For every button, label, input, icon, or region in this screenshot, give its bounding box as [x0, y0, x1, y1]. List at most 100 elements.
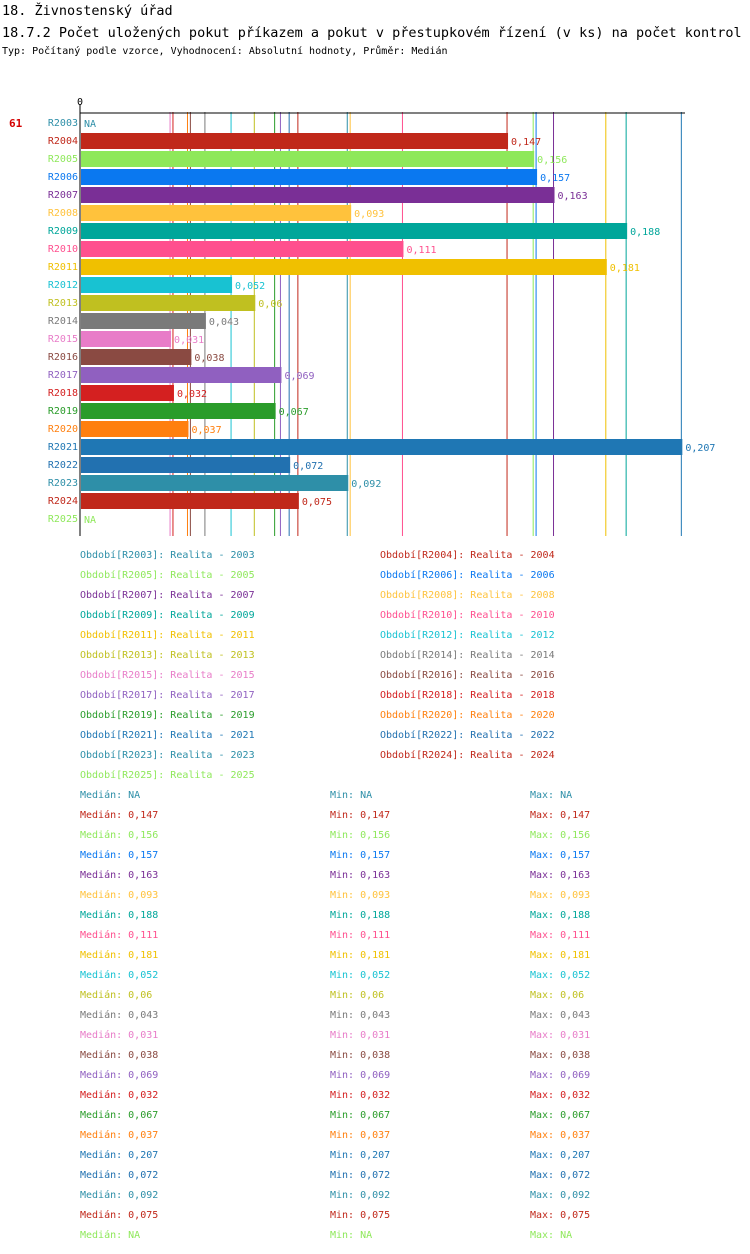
stat-median: Medián: 0,207 — [80, 1150, 159, 1161]
legend-item: Období[R2021]: Realita - 2021 — [80, 730, 255, 741]
category-label: R2005 — [48, 154, 78, 165]
stat-median: Medián: 0,181 — [80, 950, 159, 961]
data-label: 0,075 — [302, 497, 332, 508]
stat-min: Min: 0,052 — [330, 970, 391, 981]
category-label: R2010 — [48, 244, 78, 255]
data-label: 0,188 — [630, 227, 660, 238]
data-label: 0,207 — [685, 443, 715, 454]
data-label: 0,147 — [511, 137, 541, 148]
stat-median: Medián: 0,147 — [80, 810, 159, 821]
stat-max: Max: 0,052 — [530, 970, 591, 981]
stat-max: Max: 0,092 — [530, 1190, 591, 1201]
category-label: R2021 — [48, 442, 78, 453]
category-label: R2003 — [48, 118, 78, 129]
stat-median: Medián: NA — [80, 1230, 141, 1241]
data-label: 0,052 — [235, 281, 265, 292]
data-label: 0,031 — [174, 335, 204, 346]
legend-item: Období[R2022]: Realita - 2022 — [380, 730, 555, 741]
legend-item: Období[R2025]: Realita - 2025 — [80, 770, 255, 781]
stat-median: Medián: 0,163 — [80, 870, 159, 881]
stat-median: Medián: NA — [80, 790, 141, 801]
stat-min: Min: 0,092 — [330, 1190, 391, 1201]
stat-min: Min: 0,075 — [330, 1210, 391, 1221]
stat-min: Min: 0,157 — [330, 850, 391, 861]
stat-max: Max: 0,147 — [530, 810, 591, 821]
data-label: 0,072 — [293, 461, 323, 472]
data-label: 0,093 — [354, 209, 384, 220]
stat-min: Min: 0,188 — [330, 910, 391, 921]
bar — [81, 421, 189, 437]
report-heading: 18. Živnostenský úřad 18.7.2 Počet ulože… — [2, 0, 748, 59]
data-label: 0,038 — [194, 353, 224, 364]
legend-item: Období[R2006]: Realita - 2006 — [380, 570, 555, 581]
category-label: R2023 — [48, 478, 78, 489]
stat-min: Min: 0,181 — [330, 950, 391, 961]
bar — [81, 439, 683, 455]
stat-max: Max: 0,032 — [530, 1090, 591, 1101]
category-label: R2015 — [48, 334, 78, 345]
legend-item: Období[R2019]: Realita - 2019 — [80, 710, 255, 721]
bar — [81, 313, 206, 329]
stat-max: Max: 0,038 — [530, 1050, 591, 1061]
stat-median: Medián: 0,072 — [80, 1170, 159, 1181]
data-label: 0,069 — [284, 371, 314, 382]
stat-median: Medián: 0,093 — [80, 890, 159, 901]
category-label: R2004 — [48, 136, 78, 147]
data-label: 0,043 — [209, 317, 239, 328]
data-label: NA — [84, 515, 96, 526]
data-label: 0,037 — [191, 425, 221, 436]
stat-median: Medián: 0,069 — [80, 1070, 159, 1081]
stat-min: Min: 0,067 — [330, 1110, 391, 1121]
bar — [81, 187, 555, 203]
stat-min: Min: 0,093 — [330, 890, 391, 901]
stat-max: Max: NA — [530, 790, 573, 801]
bar — [81, 457, 291, 473]
stat-max: Max: 0,043 — [530, 1010, 591, 1021]
bar — [81, 475, 349, 491]
bar — [81, 385, 174, 401]
legend-item: Období[R2004]: Realita - 2004 — [380, 550, 555, 561]
category-label: R2007 — [48, 190, 78, 201]
data-label: 0,111 — [406, 245, 436, 256]
stat-max: Max: 0,031 — [530, 1030, 591, 1041]
category-label: R2022 — [48, 460, 78, 471]
stat-median: Medián: 0,067 — [80, 1110, 159, 1121]
legend-item: Období[R2023]: Realita - 2023 — [80, 750, 255, 761]
stat-max: Max: NA — [530, 1230, 573, 1241]
category-label: R2008 — [48, 208, 78, 219]
data-label: 0,092 — [351, 479, 381, 490]
legend-item: Období[R2005]: Realita - 2005 — [80, 570, 255, 581]
category-label: R2019 — [48, 406, 78, 417]
legend-item: Období[R2016]: Realita - 2016 — [380, 670, 555, 681]
stat-min: Min: 0,038 — [330, 1050, 391, 1061]
data-label: 0,157 — [540, 173, 570, 184]
stat-min: Min: 0,207 — [330, 1150, 391, 1161]
bar — [81, 493, 299, 509]
stat-max: Max: 0,111 — [530, 930, 591, 941]
data-label: 0,032 — [177, 389, 207, 400]
bar — [81, 133, 509, 149]
stat-median: Medián: 0,06 — [80, 990, 153, 1001]
stat-min: Min: 0,032 — [330, 1090, 391, 1101]
stat-min: Min: 0,072 — [330, 1170, 391, 1181]
bar — [81, 349, 192, 365]
bar — [81, 295, 256, 311]
data-label: 0,067 — [279, 407, 309, 418]
stat-max: Max: 0,207 — [530, 1150, 591, 1161]
stat-max: Max: 0,06 — [530, 990, 585, 1001]
stat-median: Medián: 0,157 — [80, 850, 159, 861]
bar — [81, 367, 282, 383]
stat-max: Max: 0,181 — [530, 950, 591, 961]
stat-min: Min: 0,031 — [330, 1030, 391, 1041]
bar — [81, 169, 538, 185]
stat-min: Min: 0,111 — [330, 930, 391, 941]
stat-max: Max: 0,156 — [530, 830, 591, 841]
legend-item: Období[R2011]: Realita - 2011 — [80, 630, 255, 641]
stat-min: Min: 0,069 — [330, 1070, 391, 1081]
stat-min: Min: NA — [330, 1230, 373, 1241]
bar — [81, 241, 404, 257]
stat-max: Max: 0,075 — [530, 1210, 591, 1221]
category-label: R2016 — [48, 352, 78, 363]
category-label: R2020 — [48, 424, 78, 435]
category-label: R2014 — [48, 316, 78, 327]
